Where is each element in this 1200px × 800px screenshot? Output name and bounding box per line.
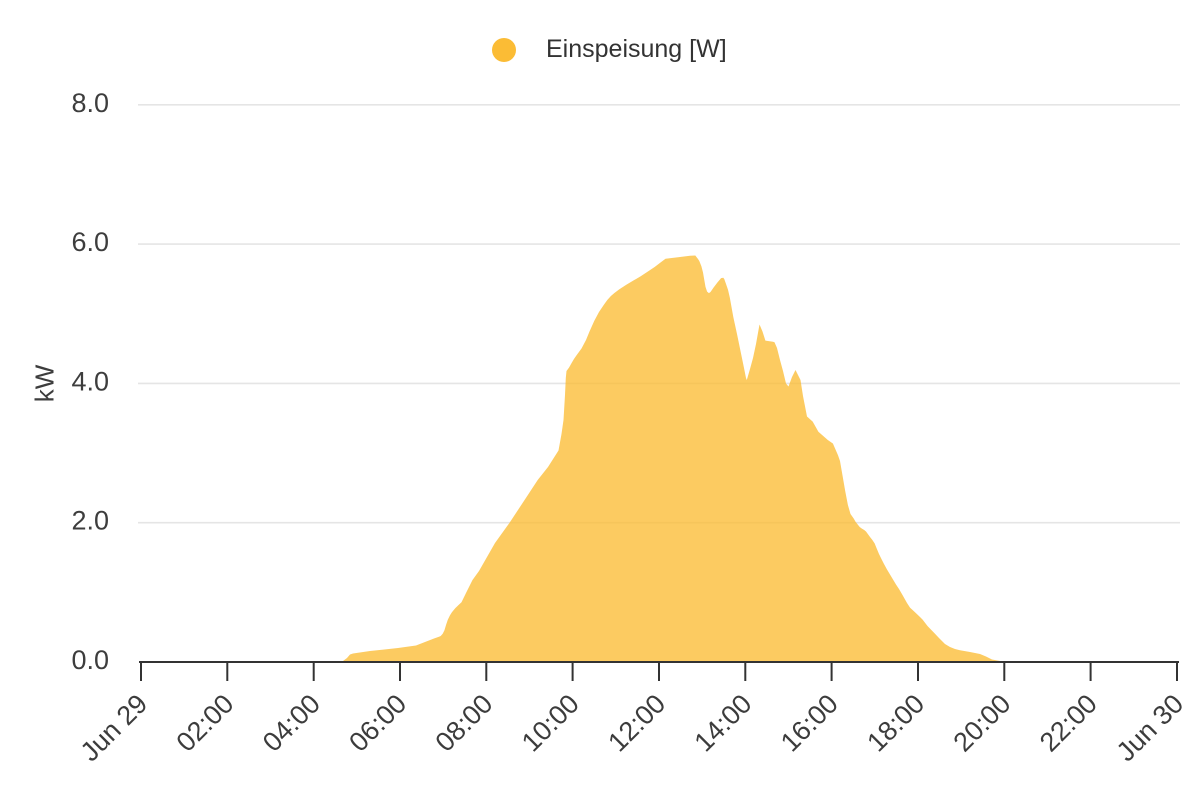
svg-text:0.0: 0.0 xyxy=(71,645,109,675)
svg-text:06:00: 06:00 xyxy=(343,689,412,758)
svg-text:8.0: 8.0 xyxy=(71,88,109,118)
svg-text:Einspeisung [W]: Einspeisung [W] xyxy=(546,35,727,63)
svg-text:18:00: 18:00 xyxy=(861,689,930,758)
svg-text:10:00: 10:00 xyxy=(516,689,585,758)
svg-text:kW: kW xyxy=(30,364,60,402)
svg-text:4.0: 4.0 xyxy=(71,366,109,396)
svg-text:20:00: 20:00 xyxy=(948,689,1017,758)
svg-text:08:00: 08:00 xyxy=(430,689,499,758)
svg-text:02:00: 02:00 xyxy=(171,689,240,758)
svg-text:12:00: 12:00 xyxy=(602,689,671,758)
svg-text:04:00: 04:00 xyxy=(257,689,326,758)
svg-text:Jun 30: Jun 30 xyxy=(1111,689,1190,768)
svg-text:16:00: 16:00 xyxy=(775,689,844,758)
svg-text:6.0: 6.0 xyxy=(71,227,109,257)
svg-text:Jun 29: Jun 29 xyxy=(75,689,154,768)
svg-text:22:00: 22:00 xyxy=(1034,689,1103,758)
svg-text:2.0: 2.0 xyxy=(71,506,109,536)
svg-text:14:00: 14:00 xyxy=(689,689,758,758)
